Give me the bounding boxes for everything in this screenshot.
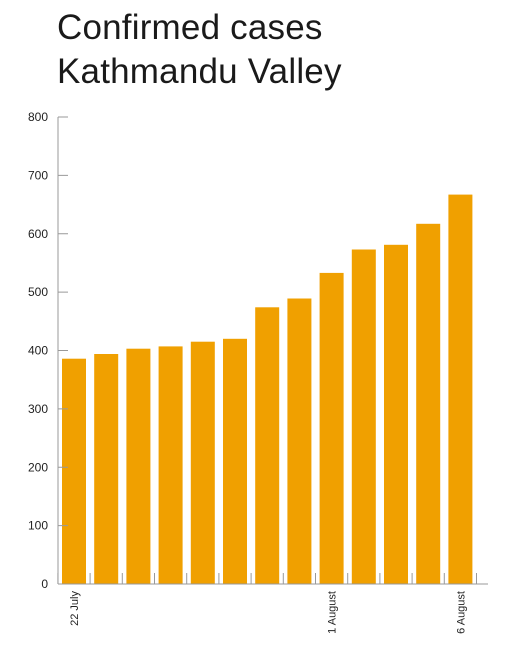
- bar-6: [255, 307, 280, 584]
- bar-10: [384, 244, 408, 585]
- y-tick-label: 700: [28, 168, 48, 182]
- chart-title-line-1: Confirmed cases: [57, 8, 323, 47]
- y-tick-label: 400: [28, 344, 48, 358]
- y-tick-label: 300: [28, 402, 48, 416]
- bar-0: [62, 358, 86, 584]
- x-tick-label: 6 August: [455, 591, 467, 634]
- bar-4: [190, 341, 215, 584]
- bar-11: [416, 223, 441, 585]
- y-axis-ticks: 0 100 200 300 400 500 600 700 800: [28, 110, 68, 591]
- bar-7: [287, 298, 312, 584]
- bar-1: [94, 354, 119, 584]
- bar-9: [351, 249, 376, 584]
- bar-5: [223, 338, 247, 584]
- y-tick-label: 600: [28, 227, 48, 241]
- y-tick-label: 200: [28, 460, 48, 474]
- x-axis-ticks: 22 July 1 August 6 August: [57, 573, 477, 634]
- y-tick-label: 500: [28, 285, 48, 299]
- y-tick-label: 0: [41, 577, 48, 591]
- bar-2: [126, 348, 151, 584]
- y-tick-label: 800: [28, 110, 48, 124]
- y-tick-label: 100: [28, 519, 48, 533]
- bar-3: [158, 346, 183, 584]
- x-tick-label: 22 July: [69, 591, 81, 626]
- chart-title-line-2: Kathmandu Valley: [57, 52, 342, 91]
- bars-group: [62, 194, 473, 585]
- x-tick-label: 1 August: [327, 591, 339, 634]
- bar-12: [448, 194, 473, 584]
- chart-title: Confirmed cases Kathmandu Valley: [57, 6, 342, 94]
- bar-8: [319, 272, 344, 584]
